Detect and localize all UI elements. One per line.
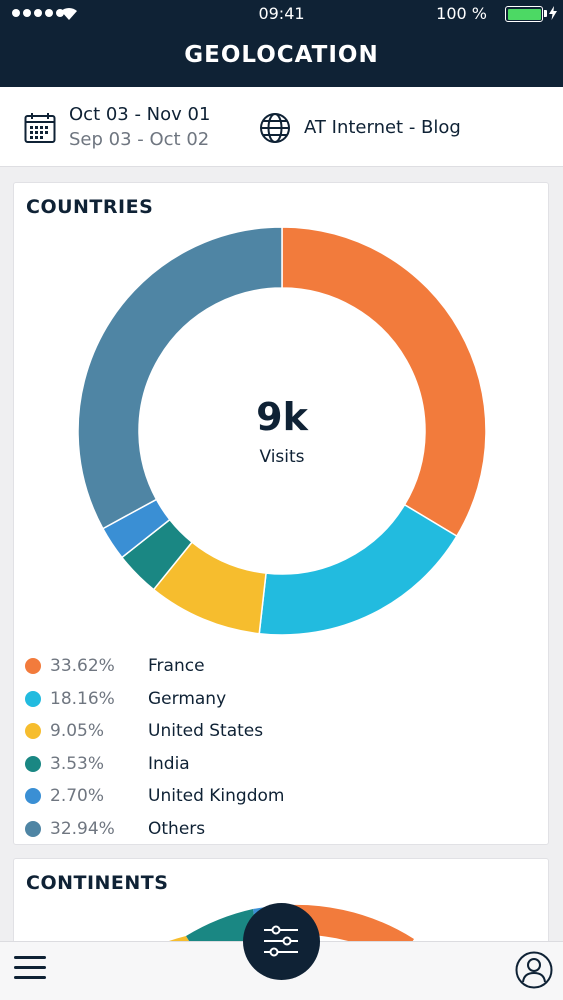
legend-country: Germany [148,688,227,709]
donut-slice-france[interactable] [281,226,487,538]
period-compare[interactable]: Sep 03 - Oct 02 [69,129,210,150]
filter-button[interactable] [243,903,320,980]
user-profile-icon[interactable] [515,951,553,989]
legend-dot [25,658,41,674]
countries-title: COUNTRIES [26,196,154,218]
wifi-icon [61,7,77,20]
visits-label: Visits [259,447,305,467]
battery-tip [544,10,547,17]
filter-bar: Oct 03 - Nov 01 Sep 03 - Oct 02 AT Inter… [0,87,563,167]
legend-country: United Kingdom [148,786,285,807]
donut-slice-germany[interactable] [258,503,458,636]
legend-item[interactable]: 9.05% United States [24,718,524,751]
status-time: 09:41 [258,4,305,23]
legend-percentage: 33.62% [50,656,115,676]
legend-percentage: 18.16% [50,688,115,709]
legend-country: France [148,656,205,676]
donut-slice-others[interactable] [77,226,283,530]
calendar-icon[interactable] [24,112,56,144]
legend-item[interactable]: 32.94% Others [24,816,524,849]
app-header: 09:41 100 % GEOLOCATION [0,0,563,87]
legend-dot [25,755,41,772]
sliders-icon [264,925,298,957]
countries-donut-chart[interactable] [14,183,550,643]
globe-icon[interactable] [259,112,291,144]
period-main[interactable]: Oct 03 - Nov 01 [69,104,211,125]
legend-country: Others [148,818,206,839]
legend-percentage: 3.53% [50,753,105,774]
legend-country: United States [148,721,264,742]
continents-title: CONTINENTS [26,872,169,894]
legend-dot [25,690,41,707]
site-selector[interactable]: AT Internet - Blog [304,117,461,138]
legend-country: India [148,753,190,774]
legend-percentage: 9.05% [50,721,105,742]
legend-percentage: 2.70% [50,786,105,807]
battery-percentage: 100 % [436,4,487,23]
legend-item[interactable]: 2.70% United Kingdom [24,783,524,816]
countries-legend: 33.62% France 18.16% Germany 9.05% Unite… [24,653,524,849]
legend-item[interactable]: 18.16% Germany [24,686,524,719]
hamburger-menu-icon[interactable] [14,956,48,986]
legend-dot [25,788,41,805]
legend-dot [25,820,41,837]
legend-item[interactable]: 33.62% France [24,653,524,686]
signal-strength-icon [12,9,64,17]
charging-icon [549,6,557,20]
countries-card: COUNTRIES 9k Visits 33.62% France 18.16%… [13,182,549,845]
status-bar: 09:41 100 % [0,0,563,28]
battery-icon [505,6,543,22]
legend-item[interactable]: 3.53% India [24,751,524,784]
legend-dot [25,723,41,740]
visits-total: 9k [256,395,308,439]
page-title: GEOLOCATION [184,42,379,68]
legend-percentage: 32.94% [50,818,115,839]
